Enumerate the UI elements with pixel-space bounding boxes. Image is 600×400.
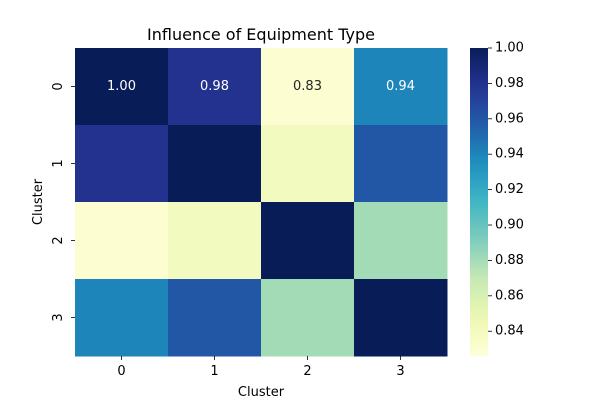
heatmap-cell-3-2 (261, 279, 355, 357)
heatmap-cell-2-3 (354, 202, 448, 280)
colorbar-tick-label-1: 0.86 (495, 288, 524, 303)
colorbar-tick-label-4: 0.92 (495, 182, 524, 197)
heatmap-cells (75, 48, 448, 357)
colorbar-tick-label-2: 0.88 (495, 253, 524, 268)
x-tick-label-2: 2 (303, 364, 311, 379)
y-axis-label: Cluster (31, 178, 46, 225)
colorbar-tick-label-8: 1.00 (495, 41, 524, 56)
heatmap-cell-3-3 (354, 279, 448, 357)
heatmap-cell-0-1 (168, 48, 262, 126)
heatmap-cell-1-1 (168, 125, 262, 203)
colorbar-ticks: 0.84 0.86 0.88 0.90 0.92 0.94 0.96 0.98 1.00 (488, 41, 524, 339)
colorbar-tick-label-3: 0.90 (495, 218, 524, 233)
heatmap-cell-3-1 (168, 279, 262, 357)
heatmap-cell-1-2 (261, 125, 355, 203)
x-axis-label: Cluster (238, 385, 285, 400)
x-tick-label-1: 1 (210, 364, 218, 379)
cell-value-label-0-1: 0.98 (200, 79, 229, 94)
heatmap-cell-2-2 (261, 202, 355, 280)
heatmap-cell-1-3 (354, 125, 448, 203)
heatmap-cell-1-0 (75, 125, 169, 203)
heatmap-cell-2-0 (75, 202, 169, 280)
y-tick-label-1: 1 (51, 159, 66, 167)
y-tick-label-0: 0 (51, 82, 66, 90)
heatmap-cell-2-1 (168, 202, 262, 280)
x-tick-label-0: 0 (117, 364, 125, 379)
cell-value-label-0-0: 1.00 (107, 79, 136, 94)
y-tick-label-2: 2 (51, 236, 66, 244)
y-tick-label-3: 3 (51, 313, 66, 321)
colorbar-tick-label-5: 0.94 (495, 147, 524, 162)
colorbar-tick-label-0: 0.84 (495, 324, 524, 339)
x-tick-label-3: 3 (396, 364, 404, 379)
cell-value-label-0-2: 0.83 (293, 79, 322, 94)
heatmap-cell-3-0 (75, 279, 169, 357)
colorbar-tick-label-6: 0.96 (495, 111, 524, 126)
cell-value-label-0-3: 0.94 (386, 79, 415, 94)
heatmap-cell-0-2 (261, 48, 355, 126)
heatmap-cell-labels: 1.00 0.98 0.83 0.94 (107, 79, 415, 94)
colorbar (470, 48, 488, 356)
x-axis-ticks: 0 1 2 3 (117, 356, 405, 379)
heatmap-cell-0-3 (354, 48, 448, 126)
colorbar-tick-label-7: 0.98 (495, 76, 524, 91)
y-axis-ticks: 0 1 2 3 (51, 82, 75, 322)
chart-title: Influence of Equipment Type (147, 25, 375, 44)
heatmap-cell-0-0 (75, 48, 169, 126)
